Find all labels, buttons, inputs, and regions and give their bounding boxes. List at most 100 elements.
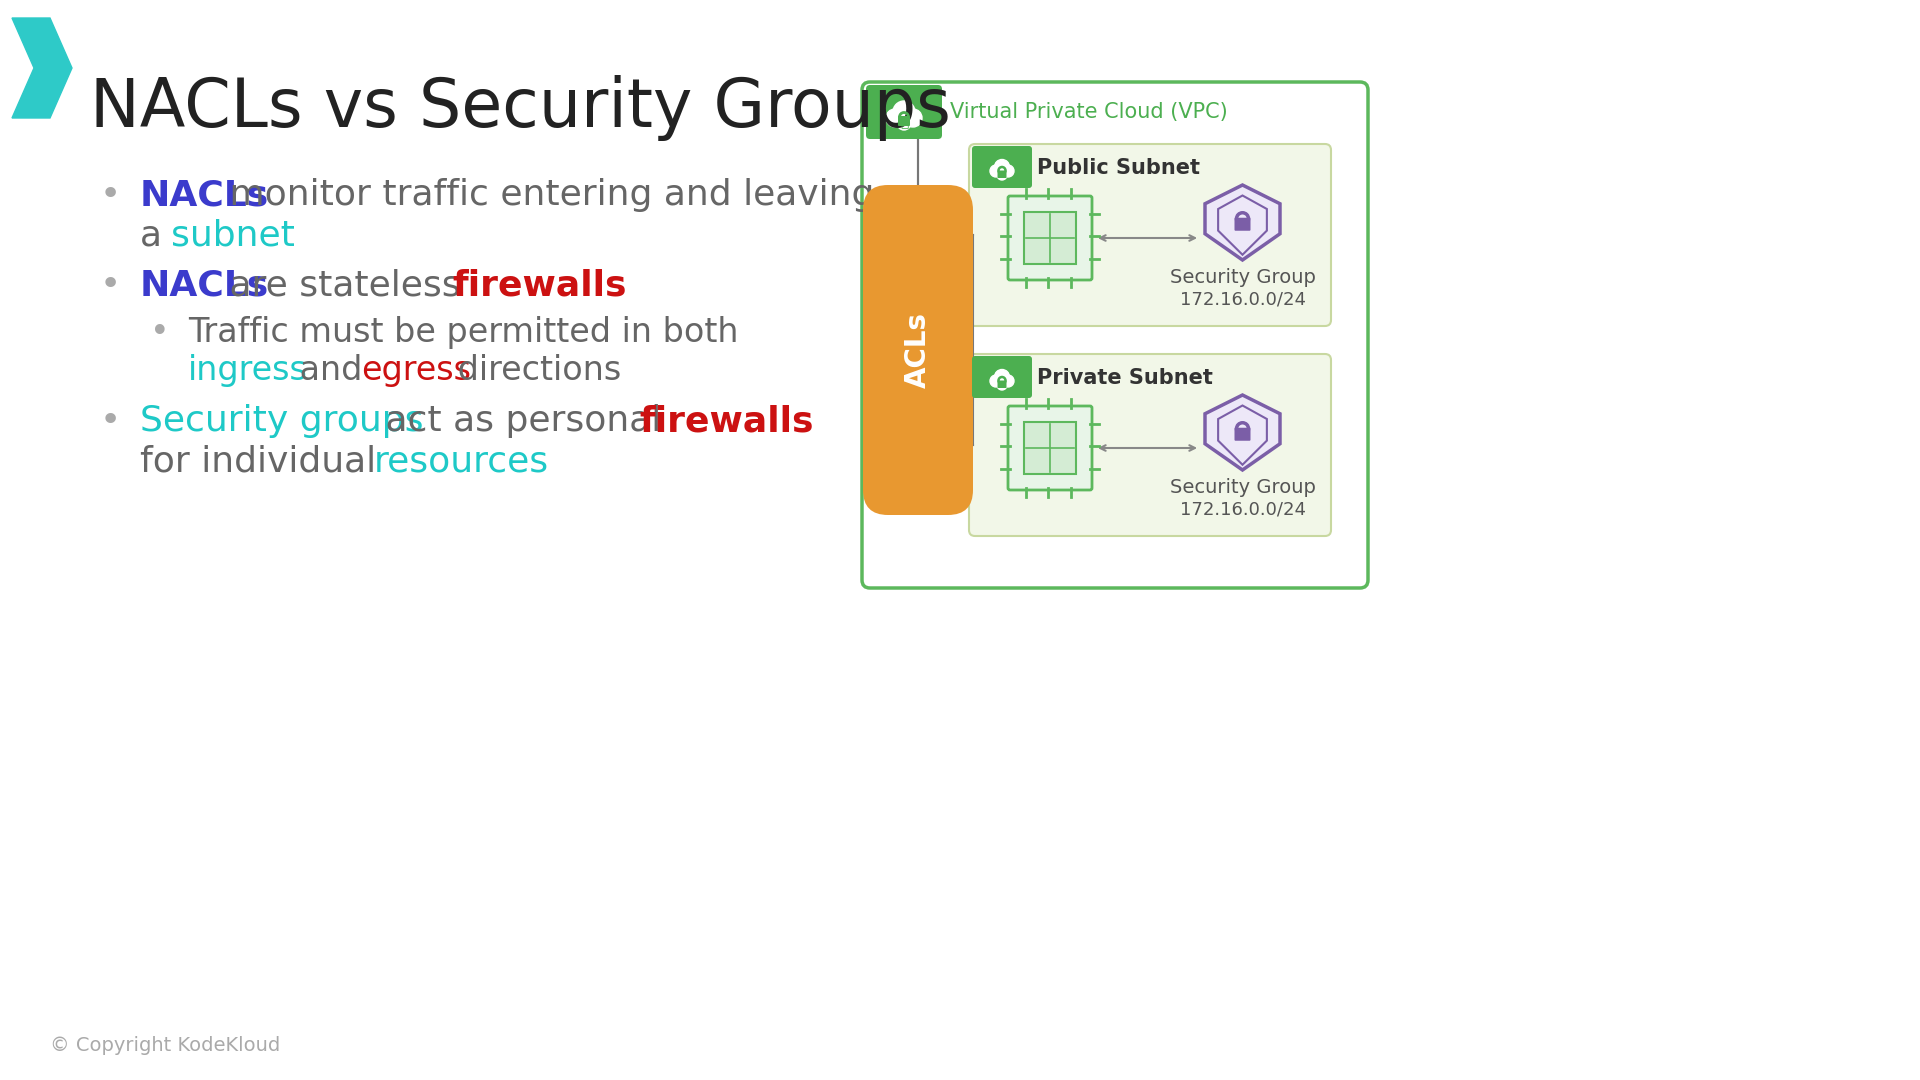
Bar	[887, 325, 948, 328]
Bar	[887, 378, 948, 381]
Circle shape	[904, 109, 922, 127]
Bar	[887, 258, 948, 261]
Bar	[887, 375, 948, 378]
FancyBboxPatch shape	[972, 356, 1033, 399]
Text: firewalls: firewalls	[639, 404, 814, 438]
Bar	[887, 367, 948, 370]
Text: Private Subnet: Private Subnet	[1037, 368, 1213, 388]
Bar	[887, 403, 948, 406]
Text: firewalls: firewalls	[451, 268, 626, 302]
Bar	[887, 462, 948, 465]
Bar	[887, 336, 948, 339]
Bar	[887, 213, 948, 216]
Bar	[887, 436, 948, 440]
FancyBboxPatch shape	[866, 85, 943, 139]
FancyBboxPatch shape	[899, 116, 910, 126]
Circle shape	[1002, 375, 1014, 387]
Bar	[887, 392, 948, 395]
Text: subnet: subnet	[171, 218, 296, 252]
Bar	[887, 292, 948, 295]
Bar	[887, 406, 948, 409]
Bar	[887, 299, 948, 302]
Bar	[887, 397, 948, 401]
Bar	[887, 313, 948, 316]
Bar	[887, 246, 948, 249]
Polygon shape	[12, 18, 73, 118]
Bar	[887, 232, 948, 235]
Bar	[887, 283, 948, 286]
Bar	[887, 401, 948, 404]
Text: act as personal: act as personal	[374, 404, 672, 438]
Bar	[887, 395, 948, 399]
Bar	[887, 339, 948, 342]
Bar	[887, 288, 948, 292]
Bar	[887, 459, 948, 462]
Text: and: and	[288, 354, 372, 387]
Text: directions: directions	[447, 354, 622, 387]
Bar	[887, 431, 948, 434]
Circle shape	[996, 170, 1006, 180]
Bar	[887, 274, 948, 278]
Bar	[887, 350, 948, 353]
FancyBboxPatch shape	[862, 82, 1367, 588]
FancyBboxPatch shape	[998, 171, 1006, 178]
Bar	[887, 238, 948, 241]
Bar	[887, 443, 948, 446]
Bar	[887, 389, 948, 392]
Bar	[887, 210, 948, 213]
Bar	[887, 373, 948, 376]
Bar	[887, 278, 948, 281]
Bar	[887, 457, 948, 460]
Bar	[887, 216, 948, 219]
Bar	[887, 422, 948, 427]
Text: © Copyright KodeKloud: © Copyright KodeKloud	[50, 1036, 280, 1055]
Bar	[887, 383, 948, 387]
Bar	[1025, 213, 1075, 264]
Bar	[887, 285, 948, 289]
Bar	[887, 252, 948, 255]
Bar	[887, 411, 948, 415]
Text: resources: resources	[374, 444, 549, 478]
FancyBboxPatch shape	[970, 354, 1331, 536]
Bar	[887, 415, 948, 418]
Bar	[887, 426, 948, 429]
Text: : 	[900, 114, 908, 129]
FancyBboxPatch shape	[970, 144, 1331, 326]
Bar	[887, 353, 948, 356]
Bar	[887, 230, 948, 233]
Bar	[887, 227, 948, 230]
Bar	[887, 235, 948, 239]
Text: Security groups: Security groups	[140, 404, 424, 438]
Bar	[887, 347, 948, 351]
Text: for individual: for individual	[140, 444, 388, 478]
Bar	[887, 269, 948, 272]
Bar	[1025, 422, 1075, 474]
Bar	[887, 471, 948, 474]
Text: NACLs: NACLs	[140, 268, 269, 302]
Bar	[887, 409, 948, 413]
Text: Security Group: Security Group	[1169, 268, 1315, 287]
Bar	[887, 369, 948, 373]
Bar	[887, 355, 948, 359]
Text: monitor traffic entering and leaving: monitor traffic entering and leaving	[219, 178, 874, 212]
FancyBboxPatch shape	[972, 146, 1033, 188]
Bar	[887, 221, 948, 225]
Bar	[887, 345, 948, 348]
Text: are stateless: are stateless	[219, 268, 472, 302]
Text: ingress: ingress	[188, 354, 307, 387]
Text: NACLs vs Security Groups: NACLs vs Security Groups	[90, 75, 950, 141]
Polygon shape	[1206, 395, 1281, 470]
Circle shape	[996, 380, 1006, 390]
Bar	[887, 473, 948, 476]
FancyBboxPatch shape	[1008, 195, 1092, 280]
Circle shape	[1002, 165, 1014, 177]
Bar	[887, 244, 948, 247]
Bar	[887, 482, 948, 485]
Bar	[887, 364, 948, 367]
Bar	[887, 454, 948, 457]
Circle shape	[893, 102, 916, 123]
FancyBboxPatch shape	[1235, 428, 1250, 441]
FancyBboxPatch shape	[887, 490, 948, 510]
Bar	[887, 476, 948, 480]
Circle shape	[991, 375, 1002, 387]
